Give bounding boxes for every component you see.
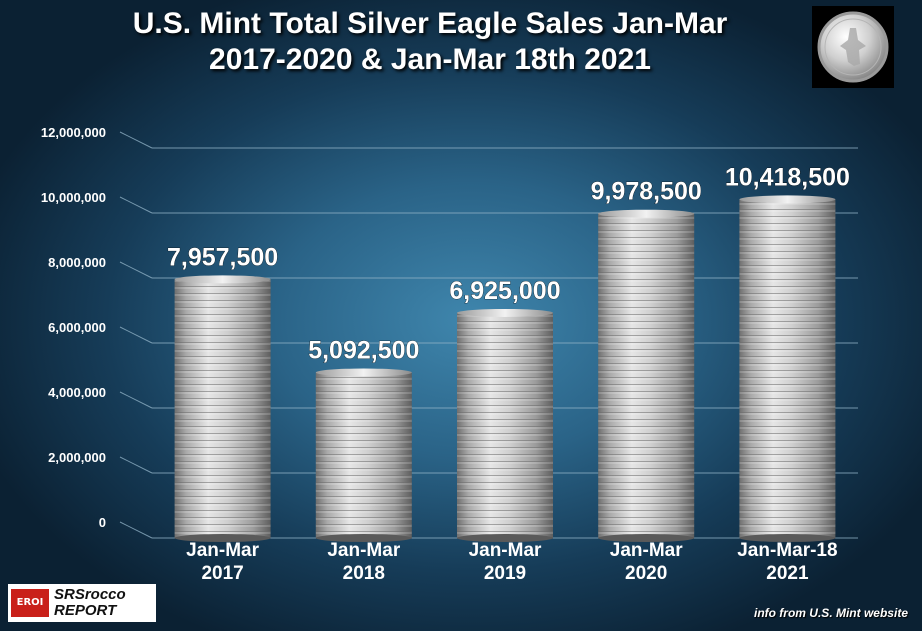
bar-value-label: 9,978,500 (591, 178, 702, 206)
gridline-slant (119, 326, 153, 344)
eroi-badge: EROI (11, 589, 49, 617)
x-tick-label: 2021 (766, 563, 809, 584)
logo-text-line-1: SRSrocco (54, 586, 126, 603)
logo-text-line-2: REPORT (54, 602, 117, 619)
y-tick-label: 10,000,000 (41, 190, 106, 205)
bar-top-coin (174, 275, 271, 284)
gridline-slant (119, 261, 153, 279)
bar-top-coin (315, 368, 412, 377)
y-tick-label: 6,000,000 (48, 320, 106, 335)
x-tick-label: Jan-Mar (610, 540, 683, 561)
source-note: info from U.S. Mint website (753, 606, 908, 620)
bar-coin-edges (598, 213, 695, 539)
bar-coin-stack (739, 195, 836, 542)
silver-eagle-coin-icon (812, 6, 894, 88)
bar-base (174, 534, 271, 542)
gridline-slant (119, 391, 153, 409)
bar-coin-edges (174, 279, 271, 538)
bar-coin-edges (739, 199, 836, 538)
x-tick-label: Jan-Mar (327, 540, 400, 561)
chart-title-line-2: 2017-2020 & Jan-Mar 18th 2021 (209, 43, 651, 76)
bar-coin-edges (315, 372, 412, 538)
bar-value-label: 5,092,500 (308, 336, 419, 364)
bar-coin-stack (598, 209, 695, 542)
y-tick-label: 4,000,000 (48, 385, 106, 400)
bar-top-coin (457, 308, 553, 317)
bar-value-label: 6,925,000 (449, 277, 560, 305)
x-tick-label: 2019 (484, 563, 526, 584)
bar-value-label: 7,957,500 (167, 243, 278, 271)
x-tick-label: Jan-Mar-18 (737, 540, 837, 561)
bar-coin-stack (315, 368, 412, 542)
bar-base (739, 534, 836, 542)
bar-coin-stack (457, 308, 553, 542)
gridline-slant (119, 196, 153, 214)
x-tick-label: 2018 (343, 563, 385, 584)
y-tick-label: 2,000,000 (48, 450, 106, 465)
bar-top-coin (739, 195, 836, 204)
gridline-slant (119, 131, 153, 149)
logo-text: SRSrocco REPORT (54, 587, 154, 619)
srsrocco-report-logo: EROI SRSrocco REPORT (8, 584, 156, 622)
bar-base (315, 534, 412, 542)
x-tick-label: 2017 (201, 563, 243, 584)
gridline-slant (119, 521, 153, 539)
gridline-slant (119, 456, 153, 474)
bar-coin-stack (174, 275, 271, 542)
y-tick-label: 12,000,000 (41, 125, 106, 140)
x-tick-label: Jan-Mar (469, 540, 542, 561)
chart-title: U.S. Mint Total Silver Eagle Sales Jan-M… (0, 6, 860, 78)
bar-coin-edges (457, 312, 553, 538)
bar-value-label: 10,418,500 (725, 163, 850, 191)
chart-title-line-1: U.S. Mint Total Silver Eagle Sales Jan-M… (132, 7, 728, 40)
x-tick-label: 2020 (625, 563, 667, 584)
bar-top-coin (598, 209, 695, 218)
bar-base (598, 534, 695, 542)
y-tick-label: 0 (99, 515, 106, 530)
y-tick-label: 8,000,000 (48, 255, 106, 270)
x-tick-label: Jan-Mar (186, 540, 259, 561)
bar-base (457, 534, 553, 542)
